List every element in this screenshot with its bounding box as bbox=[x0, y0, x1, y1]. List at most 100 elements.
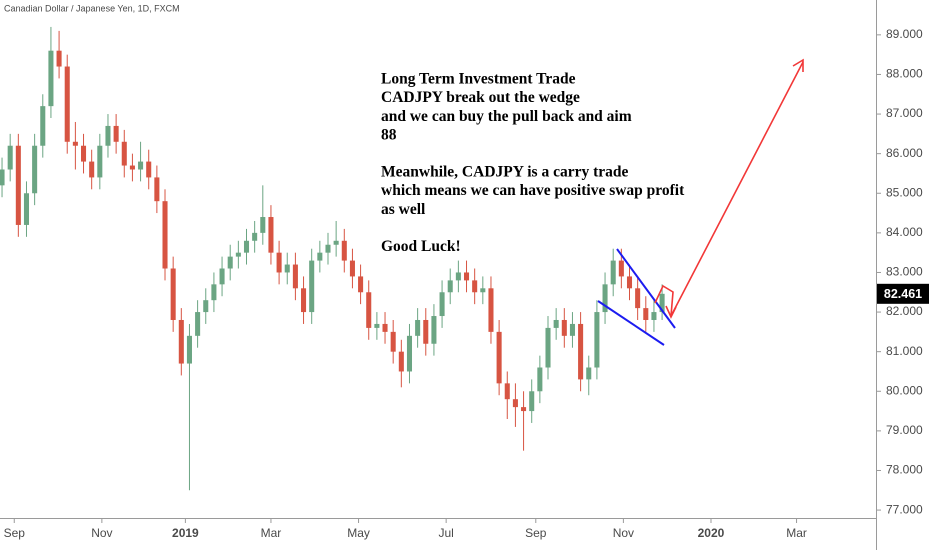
candle-body bbox=[97, 145, 103, 178]
candle-body bbox=[545, 327, 551, 368]
candle-body bbox=[195, 312, 201, 336]
wedge-line bbox=[616, 248, 676, 329]
candle-body bbox=[15, 145, 21, 225]
y-tick-label: 83.000 bbox=[886, 265, 923, 279]
candle-body bbox=[219, 268, 225, 285]
candle-body bbox=[284, 264, 290, 273]
arrow-head bbox=[792, 58, 804, 72]
candle-body bbox=[488, 288, 494, 332]
candle-body bbox=[105, 125, 111, 146]
y-tick-label: 87.000 bbox=[886, 106, 923, 120]
candle-body bbox=[374, 323, 380, 328]
annotation-line: and we can buy the pull back and aim bbox=[381, 108, 632, 125]
candle-body bbox=[447, 280, 453, 293]
candle-body bbox=[431, 316, 437, 344]
annotation-line: which means we can have positive swap pr… bbox=[381, 182, 685, 199]
candle-body bbox=[561, 319, 567, 336]
candle-body bbox=[423, 319, 429, 344]
candle-body bbox=[80, 145, 87, 162]
candle-body bbox=[455, 272, 461, 281]
candle-body bbox=[170, 268, 176, 320]
y-tick-label: 79.000 bbox=[886, 423, 923, 437]
x-tick-label: Mar bbox=[261, 526, 282, 540]
drawings bbox=[597, 58, 804, 346]
candle-body bbox=[162, 201, 168, 269]
candle-body bbox=[325, 244, 331, 253]
candle-body bbox=[390, 331, 396, 352]
candle-body bbox=[463, 272, 470, 281]
annotation-line: Meanwhile, CADJPY is a carry trade bbox=[381, 164, 628, 181]
candle-body bbox=[235, 252, 241, 257]
last-price-label: 82.461 bbox=[884, 287, 922, 301]
y-tick-label: 80.000 bbox=[886, 383, 923, 397]
candle-body bbox=[626, 276, 633, 289]
candle-body bbox=[480, 288, 486, 293]
candle-body bbox=[635, 288, 641, 309]
candle-body bbox=[496, 331, 502, 384]
x-tick-label: Sep bbox=[525, 526, 547, 540]
candle-body bbox=[651, 312, 657, 320]
wedge-line bbox=[597, 300, 665, 346]
candle-body bbox=[301, 288, 307, 313]
candle-body bbox=[178, 319, 184, 364]
projection-arrow bbox=[654, 61, 804, 317]
candle-body bbox=[643, 308, 649, 320]
candle-body bbox=[366, 292, 372, 328]
candle-body bbox=[121, 141, 127, 166]
candle-body bbox=[211, 284, 217, 301]
candle-body bbox=[439, 292, 445, 317]
candle-body bbox=[504, 383, 510, 400]
y-tick-label: 84.000 bbox=[886, 225, 923, 239]
candle-body bbox=[333, 240, 339, 245]
x-tick-label: May bbox=[347, 526, 370, 540]
candle-body bbox=[309, 260, 315, 313]
candle-body bbox=[23, 193, 30, 225]
y-tick-label: 89.000 bbox=[886, 27, 923, 41]
x-tick-label: Mar bbox=[786, 526, 807, 540]
y-tick-label: 78.000 bbox=[886, 463, 923, 477]
candle-body bbox=[512, 399, 518, 408]
candle-body bbox=[252, 232, 258, 241]
annotation-line: Long Term Investment Trade bbox=[381, 71, 576, 88]
candle-body bbox=[292, 264, 298, 289]
candle-body bbox=[186, 335, 192, 364]
candle-body bbox=[521, 407, 527, 412]
x-tick-label: 2020 bbox=[698, 526, 725, 540]
chart-title: Canadian Dollar / Japanese Yen, 1D, FXCM bbox=[4, 3, 180, 13]
candle-body bbox=[537, 367, 543, 392]
candle-body bbox=[553, 319, 559, 328]
candle-body bbox=[243, 240, 250, 253]
candle-body bbox=[618, 260, 624, 277]
annotation-line: 88 bbox=[381, 126, 397, 143]
candle-body bbox=[594, 312, 600, 368]
candle-body bbox=[472, 280, 478, 293]
plot bbox=[0, 26, 665, 491]
arrow-head bbox=[665, 305, 677, 319]
candle-body bbox=[203, 300, 209, 313]
candle-body bbox=[317, 252, 323, 261]
candle-body bbox=[227, 256, 233, 269]
candle-body bbox=[89, 161, 95, 178]
candle-body bbox=[349, 260, 355, 277]
x-tick-label: Sep bbox=[4, 526, 26, 540]
candle-body bbox=[341, 240, 347, 261]
candle-body bbox=[48, 50, 54, 107]
x-tick-label: Jul bbox=[438, 526, 453, 540]
y-tick-label: 81.000 bbox=[886, 344, 923, 358]
candle-body bbox=[154, 177, 160, 202]
x-tick-label: 2019 bbox=[172, 526, 199, 540]
candle-body bbox=[358, 276, 364, 293]
candle-body bbox=[529, 391, 535, 412]
annotation-line: as well bbox=[381, 201, 426, 218]
candle-body bbox=[7, 145, 13, 170]
candle-body bbox=[415, 319, 421, 336]
annotation-line: Good Luck! bbox=[381, 238, 461, 255]
candle-body bbox=[56, 50, 62, 67]
candle-body bbox=[0, 169, 5, 186]
candle-body bbox=[569, 323, 575, 336]
candle-body bbox=[72, 141, 78, 146]
candle-body bbox=[578, 323, 584, 380]
candle-body bbox=[260, 217, 266, 233]
